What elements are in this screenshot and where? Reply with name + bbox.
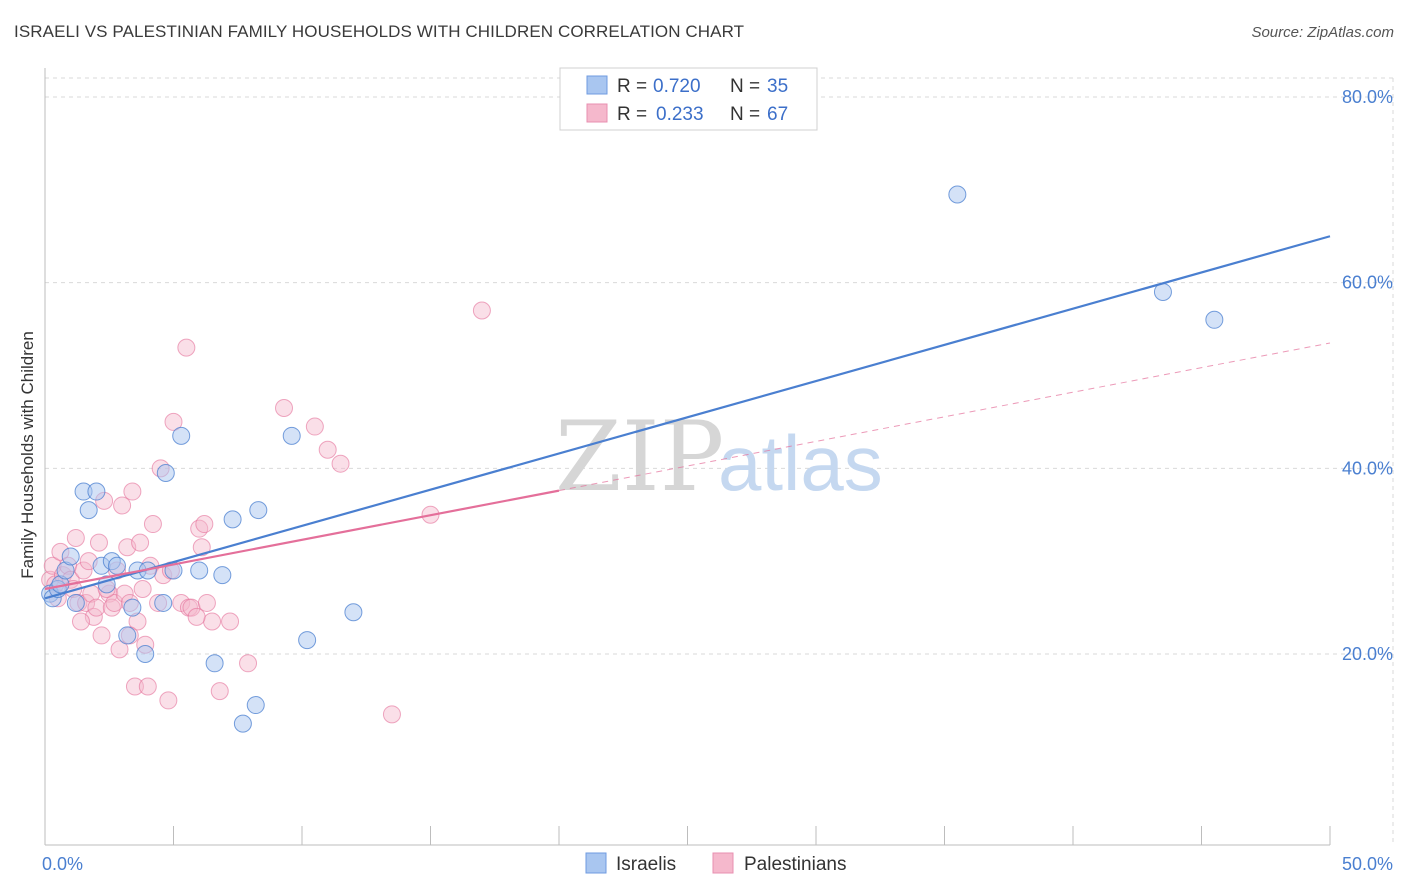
source-label: Source: ZipAtlas.com xyxy=(1251,24,1394,41)
palestinians-point-39 xyxy=(159,691,178,710)
watermark-zip: ZIP xyxy=(555,401,724,513)
y-axis-label: Family Households with Children xyxy=(18,331,37,579)
legend-r-label-palestinians: R = xyxy=(617,104,647,125)
palestinians-point-25 xyxy=(115,584,134,603)
palestinians-point-29 xyxy=(125,677,144,696)
y-tick-labels: 20.0% 40.0% 60.0% 80.0% xyxy=(1342,87,1393,664)
israelis-point-31 xyxy=(298,631,317,650)
israelis-point-9 xyxy=(87,482,106,501)
palestinians-point-8 xyxy=(66,528,85,547)
palestinians-point-49 xyxy=(197,593,216,612)
legend-n-label-palestinians: N = xyxy=(730,104,760,125)
israelis-point-8 xyxy=(79,501,98,520)
israelis-point-20 xyxy=(156,463,175,482)
palestinians-trend-line xyxy=(44,489,560,591)
bottom-legend-swatch-israelis xyxy=(585,852,607,874)
palestinians-point-15 xyxy=(87,598,106,617)
bottom-legend-swatch-palestinians xyxy=(712,852,734,874)
chart-title: ISRAELI VS PALESTINIAN FAMILY HOUSEHOLDS… xyxy=(14,22,745,41)
palestinians-point-55 xyxy=(305,417,324,436)
x-tick-labels: 0.0% 50.0% xyxy=(42,854,1393,874)
series-legend: Israelis Palestinians xyxy=(585,852,846,875)
y-tick-label-2: 60.0% xyxy=(1342,273,1393,293)
palestinians-point-54 xyxy=(275,398,294,417)
israelis-point-26 xyxy=(223,510,242,529)
israelis-point-30 xyxy=(282,426,301,445)
palestinians-point-47 xyxy=(192,538,211,557)
israelis-point-29 xyxy=(249,501,268,520)
palestinians-point-50 xyxy=(203,612,222,631)
palestinians-point-34 xyxy=(138,677,157,696)
israelis-point-17 xyxy=(136,645,155,663)
palestinians-trend-extension xyxy=(558,342,1331,492)
watermark-atlas: atlas xyxy=(718,419,883,507)
israelis-point-35 xyxy=(1205,310,1224,329)
legend-n-label-israelis: N = xyxy=(730,76,760,97)
palestinians-point-58 xyxy=(382,705,401,724)
legend-r-value-israelis: 0.720 xyxy=(653,76,701,97)
x-tick-label-1: 50.0% xyxy=(1342,854,1393,874)
palestinians-point-41 xyxy=(164,412,183,431)
israelis-point-24 xyxy=(205,654,224,673)
palestinians-point-31 xyxy=(131,533,150,552)
palestinians-point-21 xyxy=(105,593,124,612)
israelis-point-13 xyxy=(107,556,126,575)
palestinians-point-66 xyxy=(187,607,206,626)
y-tick-label-0: 20.0% xyxy=(1342,644,1393,664)
israelis-point-28 xyxy=(246,696,265,715)
israelis-point-22 xyxy=(172,426,191,445)
stats-legend: R = 0.720 N = 35 R = 0.233 N = 67 xyxy=(559,67,818,131)
legend-n-value-palestinians: 67 xyxy=(767,104,788,125)
y-tick-label-1: 40.0% xyxy=(1342,458,1393,478)
palestinians-point-36 xyxy=(143,515,162,534)
palestinians-point-10 xyxy=(74,561,93,580)
palestinians-point-60 xyxy=(472,301,491,320)
palestinians-point-28 xyxy=(123,482,142,501)
palestinians-point-51 xyxy=(210,682,229,701)
palestinians-point-56 xyxy=(318,440,337,459)
palestinians-point-20 xyxy=(102,598,121,617)
palestinians-point-16 xyxy=(89,533,108,552)
palestinians-point-52 xyxy=(221,612,240,631)
palestinians-point-23 xyxy=(110,640,129,659)
palestinians-point-43 xyxy=(177,338,196,357)
palestinians-point-53 xyxy=(239,654,258,673)
bottom-legend-palestinians: Palestinians xyxy=(744,854,846,875)
israelis-point-23 xyxy=(190,561,209,580)
bottom-legend-israelis: Israelis xyxy=(616,854,676,875)
legend-r-label-israelis: R = xyxy=(617,76,647,97)
legend-n-value-israelis: 35 xyxy=(767,76,788,97)
israelis-point-32 xyxy=(344,603,363,622)
israelis-point-25 xyxy=(213,566,232,585)
israelis-point-27 xyxy=(233,714,252,733)
palestinians-point-24 xyxy=(113,496,132,515)
palestinians-point-48 xyxy=(195,515,214,534)
x-tick-label-0: 0.0% xyxy=(42,854,83,874)
palestinians-point-57 xyxy=(331,454,350,473)
israelis-point-33 xyxy=(948,185,967,204)
legend-r-value-palestinians: 0.233 xyxy=(656,104,704,125)
y-tick-label-3: 80.0% xyxy=(1342,87,1393,107)
legend-swatch-israelis xyxy=(586,75,608,95)
israelis-point-14 xyxy=(118,626,137,645)
israelis-trend-line xyxy=(44,235,1331,600)
palestinians-point-17 xyxy=(92,626,111,645)
watermark: ZIP atlas xyxy=(555,401,883,513)
israelis-point-5 xyxy=(61,547,80,566)
trend-lines xyxy=(44,235,1331,600)
israelis-point-6 xyxy=(66,593,85,612)
palestinians-point-62 xyxy=(71,612,90,631)
x-tick-marks xyxy=(44,826,1331,845)
palestinians-point-32 xyxy=(133,580,152,599)
israelis-point-15 xyxy=(123,598,142,617)
legend-swatch-palestinians xyxy=(586,103,608,123)
israelis-point-19 xyxy=(154,593,173,612)
